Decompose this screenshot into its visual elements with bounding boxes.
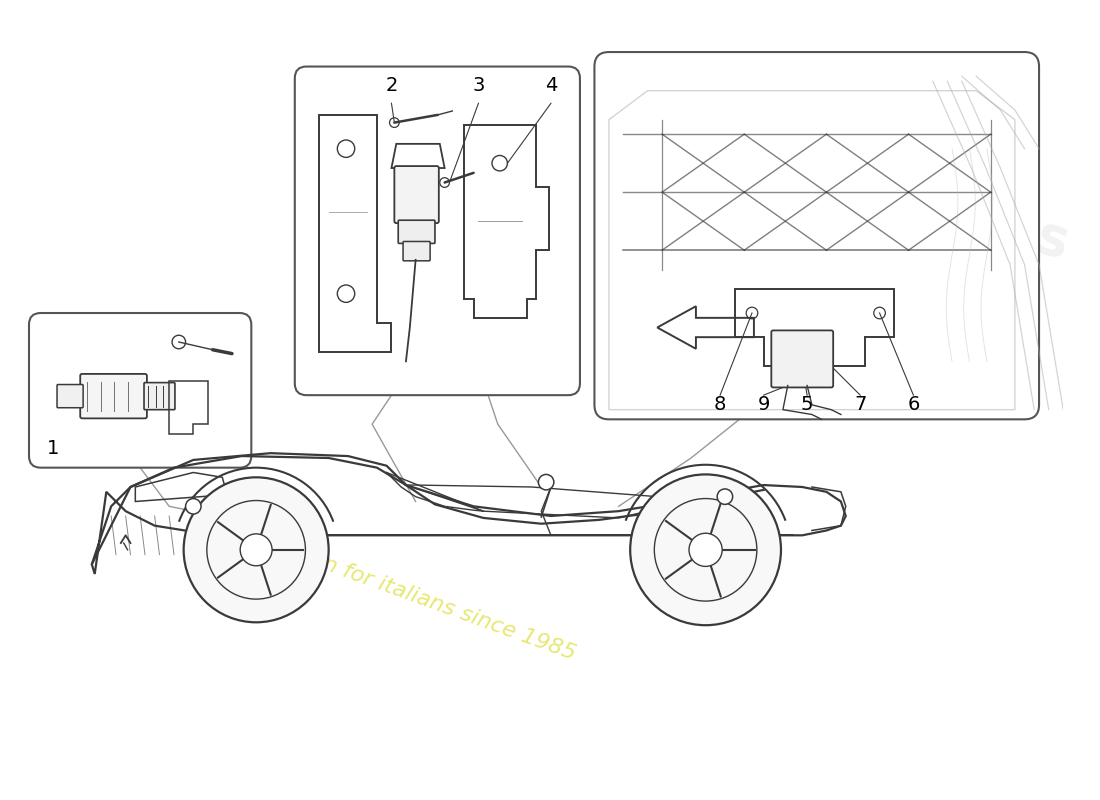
Text: a passion for italians since 1985: a passion for italians since 1985 <box>233 522 579 664</box>
FancyBboxPatch shape <box>80 374 147 418</box>
FancyBboxPatch shape <box>144 382 175 410</box>
FancyBboxPatch shape <box>398 220 434 243</box>
Circle shape <box>186 498 201 514</box>
Text: 1: 1 <box>47 439 59 458</box>
Text: 7: 7 <box>854 395 867 414</box>
Text: 2: 2 <box>385 76 397 94</box>
FancyBboxPatch shape <box>594 52 1040 419</box>
FancyBboxPatch shape <box>295 66 580 395</box>
Text: europarts: europarts <box>781 144 1075 270</box>
FancyBboxPatch shape <box>395 166 439 223</box>
Text: 5: 5 <box>801 395 813 414</box>
Circle shape <box>240 534 272 566</box>
Circle shape <box>184 478 329 622</box>
Text: 3: 3 <box>472 76 485 94</box>
Circle shape <box>689 534 723 566</box>
Text: 4: 4 <box>544 76 557 94</box>
FancyBboxPatch shape <box>771 330 833 387</box>
Text: 9: 9 <box>758 395 770 414</box>
Text: 6: 6 <box>908 395 920 414</box>
FancyBboxPatch shape <box>403 242 430 261</box>
FancyBboxPatch shape <box>57 385 84 408</box>
Circle shape <box>717 489 733 504</box>
Text: 8: 8 <box>714 395 726 414</box>
Text: since 1985: since 1985 <box>867 249 1037 319</box>
Circle shape <box>538 474 553 490</box>
FancyBboxPatch shape <box>29 313 251 468</box>
Circle shape <box>630 474 781 626</box>
